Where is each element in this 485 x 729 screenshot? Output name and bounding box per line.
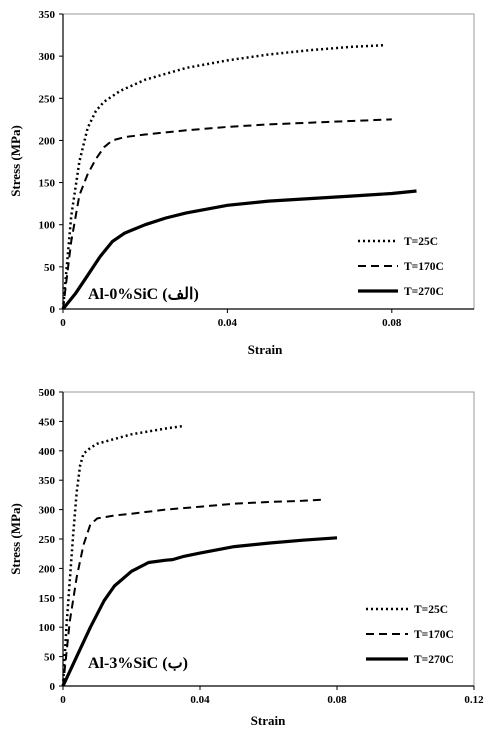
y-tick-label: 150 xyxy=(39,178,56,190)
y-tick-labels: 0 50 100 150 200 250 300 350 400 450 500 xyxy=(39,387,64,693)
y-tick-label: 100 xyxy=(39,622,56,634)
x-tick-label: 0.04 xyxy=(190,694,210,706)
y-tick-label: 0 xyxy=(50,681,56,693)
y-tick-label: 150 xyxy=(39,593,56,605)
x-tick-labels: 0 0.04 0.08 xyxy=(60,309,402,329)
legend: T=25C T=170C T=270C xyxy=(366,604,454,666)
panel-annotation: Al-3%SiC (ب) xyxy=(88,655,188,672)
y-axis-label: Stress (MPa) xyxy=(8,503,23,575)
y-tick-label: 450 xyxy=(39,416,56,428)
x-tick-label: 0.04 xyxy=(218,317,238,329)
y-tick-label: 300 xyxy=(39,505,56,517)
x-tick-label: 0.08 xyxy=(327,694,347,706)
chart-al-3-sic: 0 50 100 150 200 250 300 350 400 450 500 0 0.04 0.08… xyxy=(8,387,484,728)
legend-label-t25: T=25C xyxy=(414,604,448,616)
series-line-t-170c xyxy=(63,119,392,309)
y-tick-label: 350 xyxy=(39,9,56,21)
y-tick-label: 250 xyxy=(39,534,56,546)
series-lines xyxy=(63,45,417,309)
y-tick-label: 200 xyxy=(39,563,56,575)
legend-label-t170: T=170C xyxy=(414,629,454,641)
x-tick-labels: 0 0.04 0.08 0.12 xyxy=(60,686,484,706)
y-tick-label: 500 xyxy=(39,387,56,399)
panel-annotation: Al-0%SiC (الف) xyxy=(88,286,199,303)
y-tick-label: 250 xyxy=(39,93,56,105)
x-tick-label: 0 xyxy=(60,694,66,706)
x-axis-label: Strain xyxy=(248,342,283,357)
legend-label-t270: T=270C xyxy=(404,286,444,298)
y-axis-label: Stress (MPa) xyxy=(8,125,23,197)
y-tick-label: 350 xyxy=(39,475,56,487)
y-tick-label: 50 xyxy=(44,262,56,274)
y-tick-labels: 0 50 100 150 200 250 300 350 xyxy=(39,9,64,316)
y-tick-label: 400 xyxy=(39,446,56,458)
x-tick-label: 0.08 xyxy=(382,317,402,329)
legend: T=25C T=170C T=270C xyxy=(358,236,444,298)
chart-al-0-sic: 0 50 100 150 200 250 300 350 0 0.04 0.08 Strain S… xyxy=(8,9,474,357)
legend-label-t170: T=170C xyxy=(404,261,444,273)
y-tick-label: 50 xyxy=(44,652,56,664)
y-tick-label: 0 xyxy=(50,304,56,316)
series-line-t-25c xyxy=(63,45,384,309)
series-lines xyxy=(63,426,337,686)
x-axis-label: Strain xyxy=(251,713,286,728)
legend-label-t25: T=25C xyxy=(404,236,438,248)
x-tick-label: 0.12 xyxy=(464,694,484,706)
y-tick-label: 300 xyxy=(39,51,56,63)
legend-label-t270: T=270C xyxy=(414,654,454,666)
y-tick-label: 100 xyxy=(39,220,56,232)
y-tick-label: 200 xyxy=(39,135,56,147)
plot-frame xyxy=(63,392,474,686)
x-tick-label: 0 xyxy=(60,317,66,329)
